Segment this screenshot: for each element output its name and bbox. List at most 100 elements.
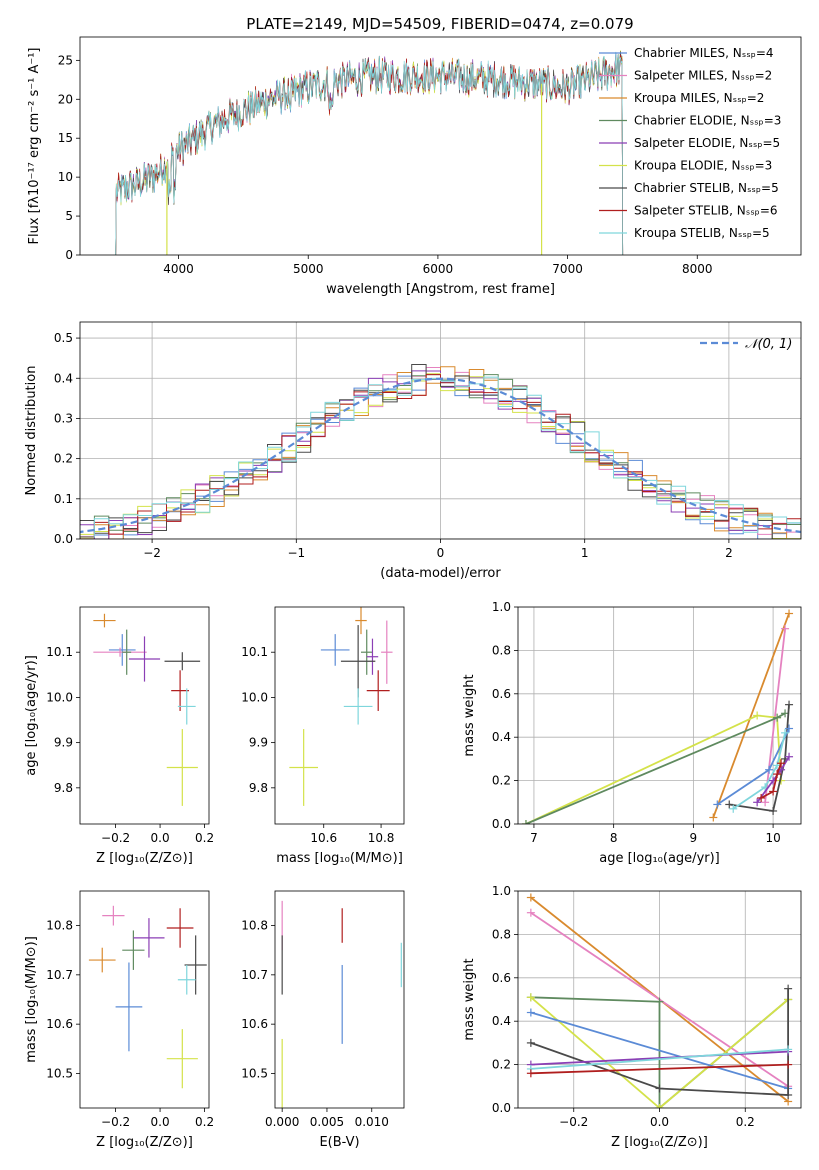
hist-xlabel: (data-model)/error: [380, 566, 501, 581]
hist-ytick-label: 0.1: [54, 492, 73, 506]
spectrum-xtick-label: 4000: [163, 262, 194, 276]
mass_ebv-axes: 0.000 0.005 0.010 10.5 10.6 10.7 10.8 E(B-V): [241, 890, 405, 1150]
age_mass-ytick-label: 10.0: [241, 690, 268, 704]
age_Z-ytick-label: 10.1: [46, 645, 73, 659]
weight_age-axes: 7 8 9 10 0.0 0.2 0.4 0.6 0.8 1.0 age [log₁₀(age/yr…: [462, 600, 802, 866]
weight_Z-xtick-label: 0.2: [736, 1115, 755, 1129]
mass_Z-frame: [79, 890, 210, 1109]
mass_Z-ytick-label: 10.6: [46, 1017, 73, 1031]
mass_ebv-xtick-label: 0.010: [355, 1115, 389, 1129]
hist-plot-area: [80, 322, 801, 539]
age_mass-ytick-label: 9.9: [249, 736, 268, 750]
weight_age-ytick-label: 1.0: [492, 600, 511, 614]
weight_age-xtick-label: 10: [765, 831, 780, 845]
spectrum-plot-area: [115, 50, 624, 255]
weight_Z-ytick-label: 1.0: [492, 884, 511, 898]
mass_ebv-plot-area: [281, 900, 402, 1108]
spectrum-ytick-label: 0: [65, 248, 73, 262]
age_Z-ytick-label: 10.0: [46, 690, 73, 704]
plots-group: 4000 5000 6000 7000 80000510152025wavelength…: [24, 36, 802, 1150]
weight_age-series-1: [764, 628, 786, 803]
spectrum-series-5: [115, 50, 624, 255]
spectrum-xtick-label: 5000: [293, 262, 324, 276]
legend-label-1: Salpeter MILES, Nₛₛₚ=2: [634, 69, 772, 83]
weight_Z-series-7: [530, 1048, 789, 1070]
age_mass-axes: 10.6 10.8 9.8 9.9 10.0 10.1 mass [log₁₀(M/M⊙)]: [241, 606, 405, 866]
mass_Z-axes: −0.2 0.0 0.2 10.5 10.6 10.7 10.8 Z [log₁₀(Z/Z⊙)…: [24, 890, 214, 1150]
spectrum-ytick-label: 10: [58, 170, 73, 184]
mass_Z-ylabel: mass [log₁₀(M/M⊙)]: [24, 936, 39, 1063]
age_mass-xtick-label: 10.8: [368, 831, 395, 845]
mass_Z-ytick-label: 10.8: [46, 919, 73, 933]
weight_age-xtick-label: 8: [610, 831, 618, 845]
mass_ebv-ytick-label: 10.7: [241, 968, 268, 982]
age_mass-frame: [274, 606, 405, 825]
age_Z-xtick-label: 0.0: [151, 831, 170, 845]
weight_age-ytick-label: 0.6: [492, 687, 511, 701]
mass_Z-plot-area: [88, 905, 207, 1089]
spectrum-xtick-label: 7000: [552, 262, 583, 276]
hist-ytick-label: 0.4: [54, 371, 73, 385]
mass_Z-xtick-label: 0.0: [151, 1115, 170, 1129]
mass_ebv-ytick-label: 10.5: [241, 1066, 268, 1080]
weight_age-ytick-label: 0.2: [492, 774, 511, 788]
spectrum-series-8: [115, 51, 624, 255]
hist-ytick-label: 0.0: [54, 532, 73, 546]
spectrum-ytick-label: 25: [58, 53, 73, 67]
mass_ebv-ytick-label: 10.6: [241, 1017, 268, 1031]
mass_Z-xlabel: Z [log₁₀(Z/Z⊙)]: [96, 1135, 193, 1150]
age_Z-ylabel: age [log₁₀(age/yr)]: [24, 655, 39, 776]
age_mass-ytick-label: 10.1: [241, 645, 268, 659]
hist-xtick-label: 1: [581, 546, 589, 560]
spectrum-ytick-label: 20: [58, 92, 73, 106]
weight_Z-ylabel: mass weight: [462, 958, 477, 1040]
spectrum-axes: 4000 5000 6000 7000 8000 0 5 10 15 20 25 wavelength…: [27, 36, 802, 297]
weight_age-series-8: [760, 762, 782, 799]
weight_Z-ytick-label: 0.8: [492, 927, 511, 941]
age_mass-xlabel: mass [log₁₀(M/M⊙)]: [276, 851, 403, 866]
weight_Z-xlabel: Z [log₁₀(Z/Z⊙)]: [611, 1135, 708, 1150]
weight_age-ytick-label: 0.8: [492, 643, 511, 657]
hist-axes: −2 −1 0 1 2 0.0 0.1 0.2 0.3 0.4 0.5 (data-model)/er…: [24, 321, 802, 581]
hist-xtick-label: −2: [143, 546, 161, 560]
spectrum-ytick-label: 15: [58, 131, 73, 145]
age_mass-plot-area: [289, 607, 393, 806]
weight_age-series-0: [712, 613, 790, 818]
spectrum-series-0: [115, 52, 624, 255]
age_Z-ytick-label: 9.9: [54, 736, 73, 750]
weight_Z-series-6: [530, 1050, 789, 1066]
spectrum-xtick-label: 6000: [423, 262, 454, 276]
hist-xtick-label: −1: [287, 546, 305, 560]
age_Z-xlabel: Z [log₁₀(Z/Z⊙)]: [96, 851, 193, 866]
hist-ytick-label: 0.3: [54, 411, 73, 425]
mass_Z-xtick-label: −0.2: [101, 1115, 130, 1129]
spectrum-legend: Chabrier MILES, Nₛₛₚ=4 Salpeter MILES, Nₛ…: [599, 46, 781, 240]
mass_ebv-xtick-label: 0.005: [310, 1115, 344, 1129]
legend-label-8: Kroupa STELIB, Nₛₛₚ=5: [634, 226, 770, 240]
weight_Z-series-3: [530, 996, 789, 1108]
weight_Z-ytick-label: 0.2: [492, 1058, 511, 1072]
hist-series-4: [80, 370, 801, 539]
hist-ytick-label: 0.2: [54, 452, 73, 466]
hist-normal-curve: [80, 377, 801, 534]
age_Z-axes: −0.2 0.0 0.2 9.8 9.9 10.0 10.1 Z [log₁₀(Z/Z⊙)] a…: [24, 606, 214, 866]
age_mass-ytick-label: 9.8: [249, 781, 268, 795]
figure-title: PLATE=2149, MJD=54509, FIBERID=0474, z=0…: [246, 15, 633, 33]
spectrum-series-6: [115, 51, 624, 255]
mass_Z-ytick-label: 10.5: [46, 1066, 73, 1080]
legend-label-6: Chabrier STELIB, Nₛₛₚ=5: [634, 181, 779, 195]
weight_Z-series-4: [530, 1011, 789, 1090]
spectrum-xtick-label: 8000: [682, 262, 713, 276]
hist-ytick-label: 0.5: [54, 331, 73, 345]
weight_age-ylabel: mass weight: [462, 674, 477, 756]
mass_Z-ytick-label: 10.7: [46, 968, 73, 982]
spectrum-xlabel: wavelength [Angstrom, rest frame]: [326, 282, 555, 297]
age_Z-frame: [79, 606, 210, 825]
legend-label-7: Salpeter STELIB, Nₛₛₚ=6: [634, 204, 778, 218]
weight_Z-xtick-label: 0.0: [650, 1115, 669, 1129]
hist-xtick-label: 0: [437, 546, 445, 560]
weight_age-plot-area: [518, 607, 801, 824]
age_Z-plot-area: [93, 613, 201, 806]
weight_age-frame: [517, 606, 802, 825]
